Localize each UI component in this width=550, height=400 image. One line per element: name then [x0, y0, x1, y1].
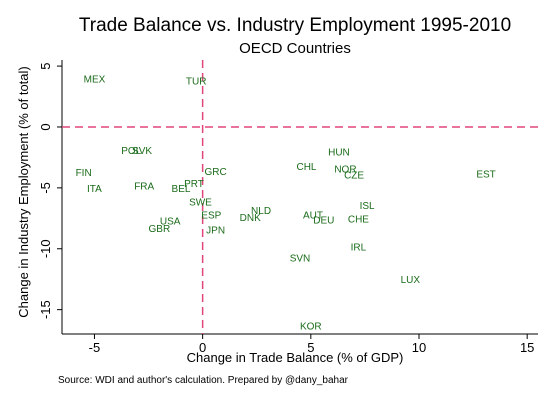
x-axis-title: Change in Trade Balance (% of GDP)	[187, 350, 404, 365]
point-label-est: EST	[476, 169, 495, 180]
point-label-nor: NOR	[334, 164, 356, 175]
point-label-gbr: GBR	[149, 224, 171, 235]
point-label-chl: CHL	[296, 162, 316, 173]
y-tick-label: -5	[38, 182, 53, 194]
point-label-swe: SWE	[189, 197, 212, 208]
x-tick-label: -5	[89, 340, 101, 355]
point-label-che: CHE	[348, 214, 369, 225]
x-tick-label: 5	[307, 340, 314, 355]
point-label-kor: KOR	[300, 321, 322, 332]
x-tick-label: 15	[520, 340, 534, 355]
point-label-bel: BEL	[172, 184, 191, 195]
point-label-isl: ISL	[360, 201, 375, 212]
point-label-svn: SVN	[290, 253, 311, 264]
point-label-lux: LUX	[401, 275, 421, 286]
x-axis-ticks: -5 0 5 10 15	[89, 334, 534, 355]
point-label-fra: FRA	[134, 181, 154, 192]
point-label-tur: TUR	[186, 77, 207, 88]
point-label-ita: ITA	[87, 184, 102, 195]
point-label-prt: PRT	[184, 179, 204, 190]
point-label-svk: SVK	[132, 146, 152, 157]
y-tick-label: -10	[38, 239, 53, 258]
point-label-esp: ESP	[201, 211, 221, 222]
chart-title: Trade Balance vs. Industry Employment 19…	[79, 15, 511, 36]
point-label-nld: NLD	[251, 206, 271, 217]
point-label-grc: GRC	[205, 167, 227, 178]
point-label-dnk: DNK	[240, 213, 261, 224]
point-label-jpn: JPN	[206, 225, 225, 236]
chart-subtitle: OECD Countries	[239, 40, 351, 57]
point-label-cze: CZE	[344, 170, 364, 181]
point-label-hun: HUN	[328, 147, 350, 158]
x-tick-label: 0	[199, 340, 206, 355]
y-tick-label: 0	[38, 123, 53, 130]
point-label-pol: POL	[121, 146, 141, 157]
y-axis-ticks: 5 0 -5 -10 -15	[38, 62, 62, 319]
x-tick-label: 10	[412, 340, 426, 355]
y-tick-label: 5	[38, 62, 53, 69]
point-label-irl: IRL	[351, 242, 367, 253]
y-tick-label: -15	[38, 300, 53, 319]
source-note: Source: WDI and author's calculation. Pr…	[58, 375, 349, 386]
point-label-mex: MEX	[84, 74, 106, 85]
point-label-deu: DEU	[313, 216, 334, 227]
point-label-fin: FIN	[76, 168, 92, 179]
point-label-aut: AUT	[303, 211, 323, 222]
y-axis-title: Change in Industry Employment (% of tota…	[16, 66, 31, 317]
point-label-usa: USA	[160, 217, 181, 228]
